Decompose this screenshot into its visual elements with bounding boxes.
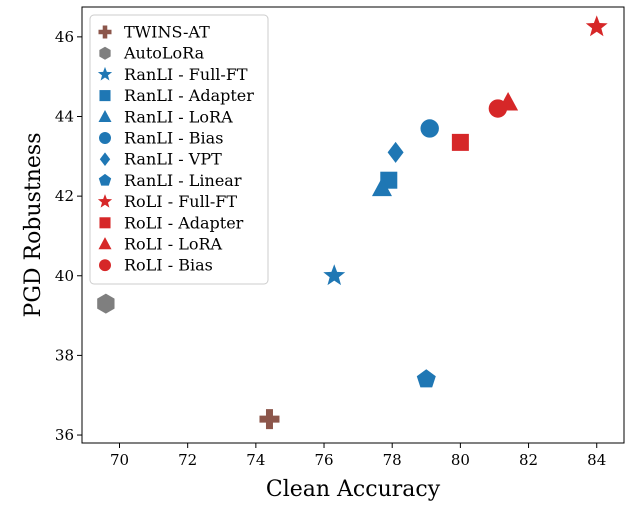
legend-label-ranli-linear: RanLI - Linear <box>124 171 242 190</box>
y-tick-label: 42 <box>55 187 74 205</box>
legend-marker-ranli-full-ft <box>97 66 113 81</box>
legend-marker-ranli-lora <box>98 109 112 122</box>
x-axis-label: Clean Accuracy <box>266 477 441 502</box>
point-roli-adapter <box>451 133 469 151</box>
x-tick-label: 72 <box>178 451 197 469</box>
point-autolora <box>97 293 115 314</box>
axis-ticks: 70 72 74 76 78 80 82 84 36 38 40 42 44 46 <box>55 28 606 469</box>
point-roli-full-ft <box>585 15 608 37</box>
legend-marker-roli-bias <box>99 259 111 272</box>
x-tick-label: 76 <box>314 451 333 469</box>
y-tick-label: 36 <box>55 426 74 444</box>
legend-label-roli-lora: RoLI - LoRA <box>124 235 223 254</box>
legend-marker-roli-full-ft <box>97 194 113 208</box>
y-tick-label: 44 <box>55 107 74 125</box>
y-tick-label: 46 <box>55 28 74 46</box>
legend-marker-ranli-linear <box>98 173 112 186</box>
x-tick-label: 82 <box>519 451 538 469</box>
point-ranli-lora <box>371 177 392 197</box>
legend-label-ranli-lora: RanLI - LoRA <box>124 107 233 126</box>
legend-marker-roli-lora <box>98 237 112 250</box>
legend-label-autolora: AutoLoRa <box>123 44 205 63</box>
legend-marker-roli-adapter <box>99 217 111 229</box>
legend-marker-ranli-bias <box>99 132 111 144</box>
point-ranli-linear <box>416 369 436 388</box>
x-tick-label: 70 <box>110 451 129 469</box>
legend-marker-twins-at <box>98 25 112 39</box>
legend-label-roli-bias: RoLI - Bias <box>124 256 213 275</box>
data-points <box>97 15 608 430</box>
plot-frame <box>81 6 625 444</box>
y-axis-label: PGD Robustness <box>21 133 46 318</box>
point-roli-bias <box>488 99 508 118</box>
legend-label-ranli-vpt: RanLI - VPT <box>124 150 222 169</box>
legend-label-roli-adapter: RoLI - Adapter <box>124 213 244 232</box>
point-ranli-bias <box>420 119 439 138</box>
x-tick-label: 78 <box>383 451 402 469</box>
legend-marker-ranli-vpt <box>99 152 111 167</box>
legend-label-twins-at: TWINS-AT <box>124 23 210 42</box>
point-twins-at <box>259 409 280 430</box>
y-tick-label: 38 <box>55 346 74 364</box>
y-tick-label: 40 <box>55 267 74 285</box>
legend-marker-ranli-adapter <box>99 90 111 102</box>
legend: TWINS-AT AutoLoRa RanLI - Full-FT RanLI - A… <box>89 14 269 285</box>
legend-label-ranli-bias: RanLI - Bias <box>124 129 223 148</box>
x-tick-label: 84 <box>587 451 606 469</box>
legend-label-ranli-adapter: RanLI - Adapter <box>124 86 254 105</box>
x-tick-label: 74 <box>246 451 265 469</box>
legend-label-ranli-full-ft: RanLI - Full-FT <box>124 65 248 84</box>
x-tick-label: 80 <box>451 451 470 469</box>
legend-frame <box>89 14 269 285</box>
legend-label-roli-full-ft: RoLI - Full-FT <box>124 192 237 211</box>
legend-marker-autolora <box>99 46 111 60</box>
point-ranli-vpt <box>387 141 404 163</box>
point-ranli-full-ft <box>323 264 346 286</box>
